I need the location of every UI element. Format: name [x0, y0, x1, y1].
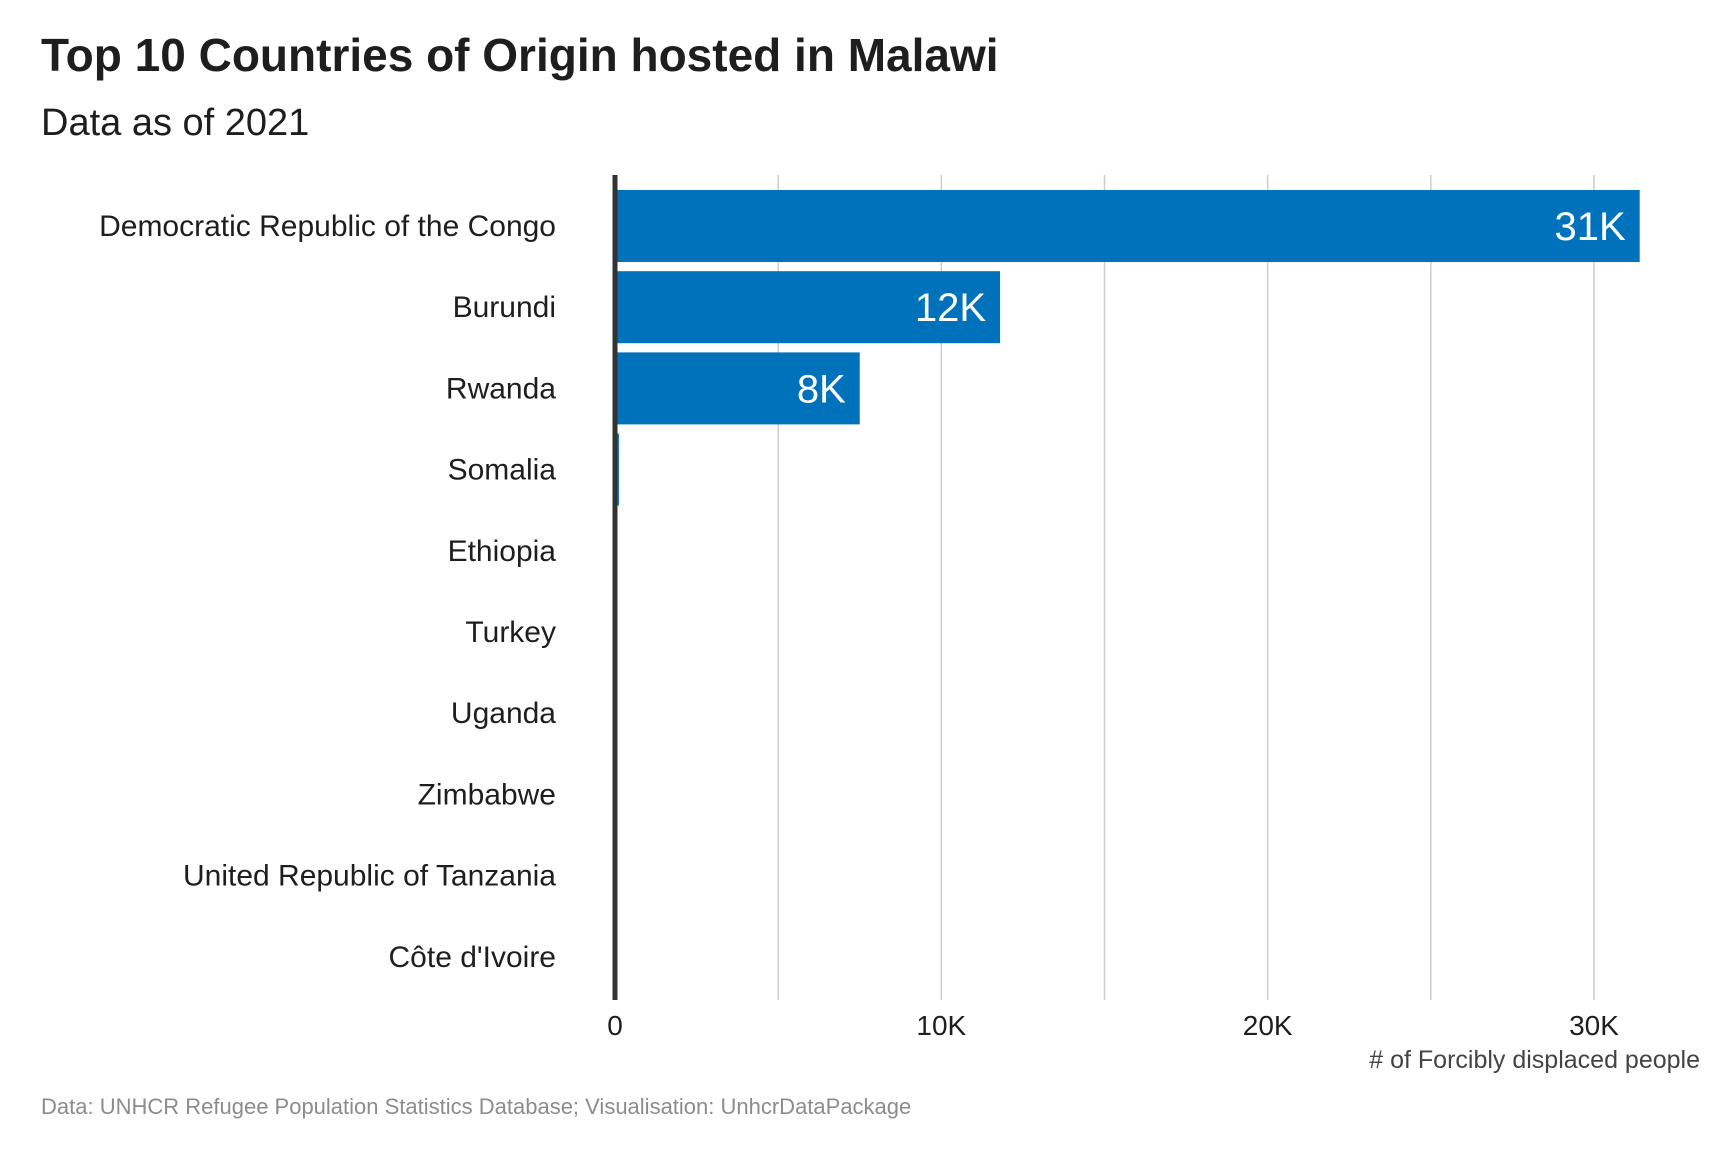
x-tick-label: 30K	[1569, 1010, 1619, 1041]
bar	[615, 190, 1640, 262]
x-axis-title: # of Forcibly displaced people	[1369, 1046, 1700, 1074]
category-label: Uganda	[451, 697, 556, 730]
bar	[615, 352, 860, 425]
category-label: Somalia	[448, 454, 557, 487]
x-tick-label: 0	[607, 1010, 623, 1041]
category-label: Zimbabwe	[418, 778, 556, 811]
category-label: Turkey	[465, 616, 556, 649]
x-tick-label: 10K	[916, 1010, 966, 1041]
category-label: Democratic Republic of the Congo	[99, 210, 556, 243]
chart-title: Top 10 Countries of Origin hosted in Mal…	[41, 29, 999, 81]
category-label: Rwanda	[446, 372, 556, 405]
bars: 31K 12K 8K	[615, 190, 1640, 993]
category-label: Côte d'Ivoire	[389, 941, 556, 974]
category-label: Burundi	[453, 291, 556, 324]
x-tick-label: 20K	[1243, 1010, 1293, 1041]
chart-subtitle: Data as of 2021	[41, 102, 310, 144]
bar-value-label: 31K	[1555, 205, 1626, 249]
category-labels: Democratic Republic of the Congo Burundi R…	[99, 210, 556, 974]
bar	[615, 271, 1001, 344]
category-label: Ethiopia	[448, 535, 557, 568]
bar-value-label: 12K	[915, 286, 986, 330]
bar-value-label: 8K	[797, 367, 846, 411]
source-caption: Data: UNHCR Refugee Population Statistic…	[41, 1094, 912, 1119]
x-axis-ticks: 0 10K 20K 30K	[607, 1010, 1619, 1041]
category-label: United Republic of Tanzania	[183, 860, 556, 893]
